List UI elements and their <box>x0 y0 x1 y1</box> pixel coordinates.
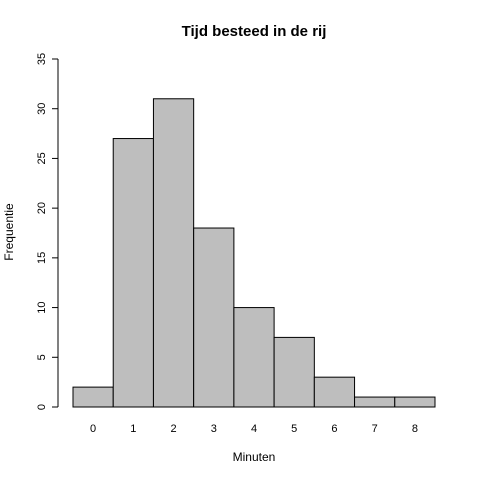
y-axis-label: Frequentie <box>2 203 16 261</box>
x-tick-labels: 0 1 2 3 4 5 6 7 8 <box>90 423 418 435</box>
x-tick-label: 7 <box>372 423 378 435</box>
y-tick-label: 0 <box>36 404 48 410</box>
chart-title: Tijd besteed in de rij <box>182 23 327 40</box>
histogram-bar <box>152 98 195 408</box>
histogram-bar <box>394 396 436 408</box>
y-tick-label: 20 <box>36 202 48 214</box>
x-tick-label: 0 <box>90 423 96 435</box>
histogram-bar <box>233 307 275 408</box>
x-tick-label: 8 <box>412 423 418 435</box>
x-tick-label: 1 <box>130 423 136 435</box>
histogram-bar <box>112 138 154 408</box>
y-tick-label: 10 <box>36 301 48 313</box>
histogram-bar <box>313 376 356 408</box>
y-tick-label: 25 <box>36 152 48 164</box>
y-tick-label: 15 <box>36 252 48 264</box>
histogram-bar <box>72 386 114 408</box>
x-tick-label: 6 <box>331 423 337 435</box>
x-tick-label: 2 <box>170 423 176 435</box>
y-axis: 0 5 10 15 20 25 30 35 <box>36 53 59 410</box>
y-tick-label: 5 <box>36 354 48 360</box>
histogram-bar <box>273 336 315 408</box>
y-tick-label: 35 <box>36 53 48 65</box>
histogram-bar <box>354 396 396 408</box>
x-tick-label: 5 <box>291 423 297 435</box>
x-axis-label: Minuten <box>233 450 276 464</box>
histogram-bar <box>193 227 235 408</box>
y-tick-label: 30 <box>36 103 48 115</box>
x-tick-label: 3 <box>211 423 217 435</box>
bars-group <box>72 98 436 408</box>
x-tick-label: 4 <box>251 423 257 435</box>
